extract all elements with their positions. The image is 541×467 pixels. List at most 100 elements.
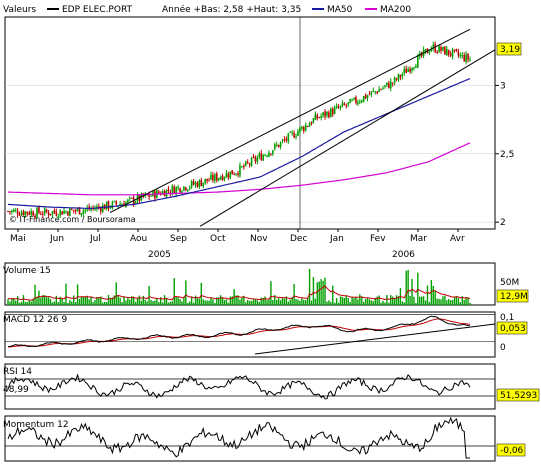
price-candle-body: [20, 212, 23, 216]
price-candle-body: [324, 111, 326, 117]
volume-bar: [378, 295, 380, 305]
price-candle-body: [310, 122, 313, 125]
volume-bar: [275, 299, 278, 305]
volume-bar: [262, 297, 264, 305]
price-plot-frame: [4, 16, 496, 230]
volume-bar: [397, 296, 400, 305]
price-candle-body: [82, 210, 85, 214]
price-candle-body: [395, 78, 398, 80]
volume-bar: [73, 295, 75, 305]
volume-bar: [330, 301, 332, 305]
price-candle-body: [248, 163, 251, 165]
price-candle-body: [440, 47, 442, 51]
price-candle-body: [291, 132, 293, 134]
volume-bar: [368, 299, 371, 305]
price-candle-body: [115, 201, 118, 205]
momentum-plot-frame: [4, 415, 496, 462]
price-candle-body: [389, 81, 392, 89]
price-candle-body: [179, 187, 181, 193]
price-candle-body: [239, 165, 241, 176]
volume-bar: [310, 300, 313, 305]
volume-bar: [71, 301, 73, 305]
price-candle-body: [72, 209, 75, 211]
price-candle-body: [444, 46, 446, 55]
volume-bar: [237, 295, 239, 305]
price-candle-body: [351, 100, 353, 102]
macd-trend-line: [254, 323, 496, 355]
volume-bar: [301, 298, 303, 305]
volume-bar: [134, 301, 137, 305]
volume-bar: [415, 302, 417, 305]
price-candle-body: [318, 117, 321, 119]
price-current-value-box: [496, 42, 522, 56]
price-candle-body: [364, 94, 367, 99]
macd-tick-0-1: 0,1: [500, 313, 514, 323]
volume-bar: [312, 277, 315, 305]
macd-label: MACD 12 26 9: [3, 315, 67, 325]
price-candle-body: [393, 77, 396, 83]
price-candle-body: [67, 211, 69, 216]
price-candle-body: [69, 208, 71, 217]
price-candle-body: [451, 49, 454, 57]
volume-bar: [355, 296, 357, 305]
price-candle-body: [463, 55, 466, 62]
volume-bar: [34, 284, 36, 305]
volume-bar: [413, 296, 415, 305]
price-candle-body: [231, 170, 234, 175]
price-candle-body: [287, 133, 290, 142]
volume-bar: [24, 302, 27, 305]
price-tick-label: 2: [500, 218, 506, 228]
volume-bar: [61, 298, 63, 305]
month-label: Jan: [329, 234, 344, 244]
price-candle-body: [188, 186, 191, 189]
price-candle-body: [299, 127, 301, 133]
price-candle-body: [438, 45, 440, 53]
volume-bar: [88, 299, 90, 305]
price-candle-body: [119, 204, 121, 206]
price-candle-body: [107, 201, 110, 209]
volume-bar: [92, 302, 94, 305]
volume-bar: [339, 296, 342, 305]
price-candle-body: [457, 51, 460, 56]
volume-bar: [343, 297, 346, 305]
price-candle-body: [436, 51, 438, 53]
volume-bar: [63, 301, 65, 305]
volume-bar: [80, 296, 83, 305]
price-candle-body: [330, 108, 332, 118]
volume-bar: [386, 295, 388, 305]
price-candle-body: [353, 97, 355, 100]
volume-bar: [283, 298, 286, 305]
price-candle-body: [175, 187, 177, 194]
volume-average-line: [7, 285, 471, 301]
price-candle-body: [206, 178, 208, 181]
price-candle-body: [328, 112, 330, 118]
price-candle-body: [47, 212, 50, 216]
price-candle-body: [366, 95, 369, 98]
price-candle-body: [121, 204, 123, 206]
price-candle-body: [312, 118, 315, 124]
macd-signal-line: [8, 318, 471, 348]
volume-bar: [326, 301, 328, 305]
volume-bar: [18, 302, 21, 305]
volume-bar: [405, 270, 407, 305]
price-candle-body: [185, 187, 187, 191]
volume-bar: [322, 280, 324, 305]
momentum-current-value: -0,06: [500, 446, 524, 456]
price-candle-body: [24, 211, 27, 216]
price-candle-body: [401, 74, 404, 77]
volume-bar: [102, 302, 104, 305]
price-candle-body: [304, 125, 307, 131]
volume-bar: [451, 300, 454, 305]
price-candle-body: [177, 187, 179, 189]
volume-bar: [295, 299, 297, 305]
volume-bar: [127, 298, 129, 305]
price-candle-body: [41, 213, 44, 215]
price-candle-body: [196, 182, 199, 188]
volume-bar: [391, 296, 394, 305]
price-candle-body: [57, 216, 60, 218]
price-candle-body: [34, 215, 36, 217]
price-candle-body: [391, 82, 394, 84]
volume-bar: [268, 299, 270, 305]
macd-gridlines: [5, 314, 495, 342]
volume-bar: [279, 300, 282, 305]
